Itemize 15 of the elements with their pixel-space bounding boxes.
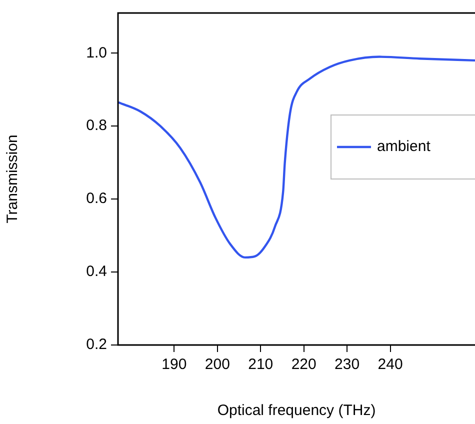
- line-series: [118, 56, 475, 259]
- x-tick-label: 210: [248, 356, 274, 374]
- x-tick-label: 240: [378, 356, 403, 374]
- y-tick-label: 0.8: [86, 117, 107, 134]
- y-tick-label: 0.2: [86, 336, 107, 354]
- x-axis-title: Optical frequency (THz): [217, 402, 376, 420]
- x-tick-label: 230: [334, 356, 360, 374]
- y-tick-label: 0.6: [86, 190, 107, 208]
- x-tick-label: 200: [204, 356, 230, 374]
- y-axis-title: Transmission: [4, 134, 22, 224]
- legend-label: ambient: [377, 138, 432, 156]
- x-tick-label: 220: [291, 356, 316, 374]
- y-tick-label: 1.0: [86, 44, 107, 62]
- y-tick-label: 0.4: [86, 263, 107, 280]
- x-tick-label: 190: [162, 356, 187, 374]
